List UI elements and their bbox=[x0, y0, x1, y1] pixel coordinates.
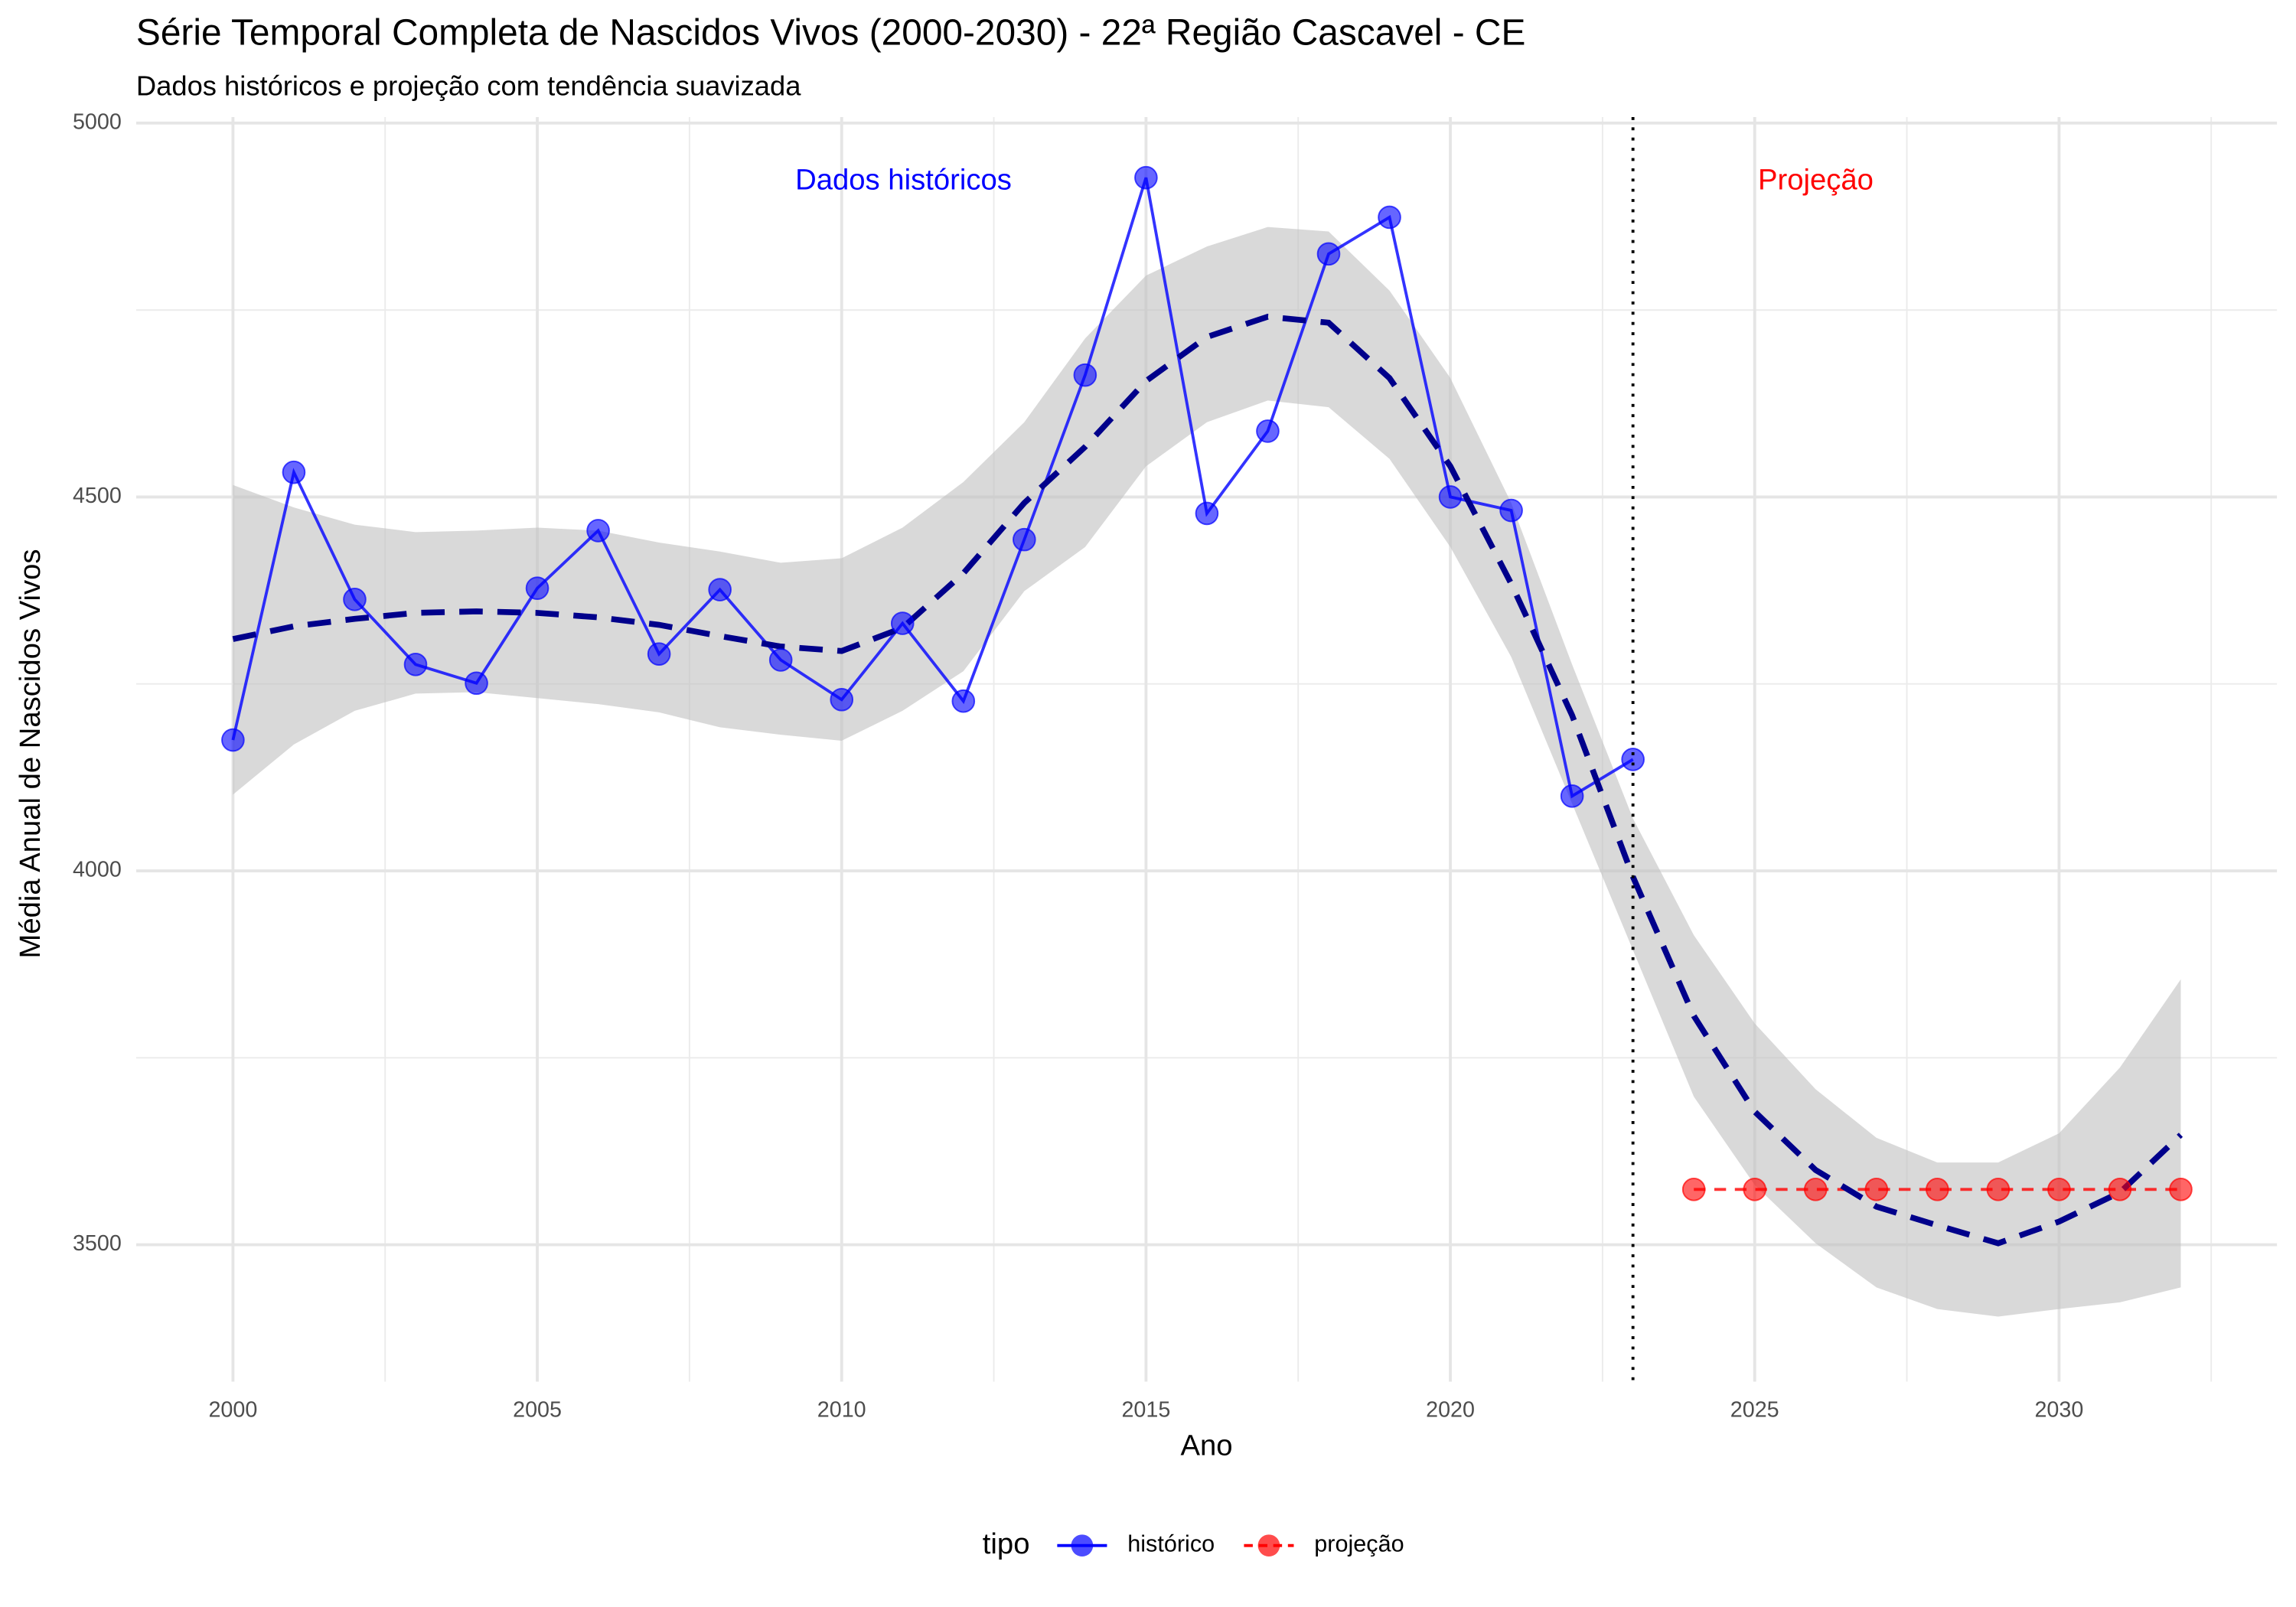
data-point bbox=[2169, 1178, 2193, 1201]
legend-label: projeção bbox=[1314, 1531, 1404, 1557]
data-point bbox=[1134, 165, 1158, 190]
data-point bbox=[343, 588, 367, 611]
data-point bbox=[586, 519, 610, 543]
legend-key-point bbox=[1071, 1534, 1094, 1557]
data-point bbox=[1073, 363, 1097, 387]
x-tick-label: 2025 bbox=[1730, 1397, 1779, 1422]
x-tick-label: 2015 bbox=[1121, 1397, 1170, 1422]
confidence-band bbox=[233, 227, 2181, 1317]
data-point bbox=[465, 671, 488, 696]
data-point bbox=[1438, 485, 1463, 509]
data-point bbox=[282, 460, 306, 484]
data-point bbox=[525, 576, 550, 600]
data-point bbox=[1316, 242, 1341, 266]
data-point bbox=[647, 642, 671, 666]
x-axis-label: Ano bbox=[1180, 1429, 1232, 1462]
data-point bbox=[403, 653, 428, 676]
data-point bbox=[1986, 1178, 2011, 1201]
data-point bbox=[951, 689, 976, 713]
data-point bbox=[890, 611, 915, 635]
y-tick-label: 5000 bbox=[73, 109, 122, 134]
data-point bbox=[1499, 498, 1523, 523]
trend-line bbox=[232, 314, 2183, 1247]
annotation: Dados históricos bbox=[795, 163, 1012, 196]
chart-subtitle: Dados históricos e projeção com tendênci… bbox=[136, 70, 801, 101]
chart-title: Série Temporal Completa de Nascidos Vivo… bbox=[136, 13, 1525, 54]
y-tick-label: 3500 bbox=[73, 1231, 122, 1256]
data-point bbox=[1803, 1178, 1828, 1201]
legend-key-point bbox=[1257, 1534, 1280, 1557]
data-point bbox=[1621, 748, 1645, 771]
data-point bbox=[1195, 501, 1219, 526]
x-tick-label: 2005 bbox=[513, 1397, 562, 1422]
data-point bbox=[221, 728, 245, 752]
data-point bbox=[1864, 1178, 1889, 1201]
x-tick-label: 2020 bbox=[1426, 1397, 1475, 1422]
x-tick-label: 2000 bbox=[208, 1397, 257, 1422]
y-tick-label: 4500 bbox=[73, 484, 122, 508]
y-axis-label: Média Anual de Nascidos Vivos bbox=[14, 549, 47, 958]
data-point bbox=[1926, 1178, 1949, 1201]
data-point bbox=[1681, 1178, 1706, 1201]
data-point bbox=[2047, 1178, 2071, 1201]
legend-title: tipo bbox=[983, 1527, 1030, 1560]
data-point bbox=[1560, 784, 1584, 808]
y-tick-label: 4000 bbox=[73, 858, 122, 882]
data-point bbox=[2108, 1178, 2132, 1201]
data-point bbox=[708, 578, 732, 601]
x-tick-label: 2010 bbox=[817, 1397, 866, 1422]
legend-label: histórico bbox=[1127, 1531, 1215, 1557]
data-point bbox=[1013, 527, 1036, 552]
annotation: Projeção bbox=[1758, 163, 1874, 196]
data-point bbox=[768, 648, 793, 672]
data-point bbox=[830, 687, 854, 712]
data-point bbox=[1256, 419, 1280, 443]
data-point bbox=[1378, 205, 1401, 230]
x-tick-label: 2030 bbox=[2034, 1397, 2083, 1422]
data-point bbox=[1743, 1178, 1767, 1201]
